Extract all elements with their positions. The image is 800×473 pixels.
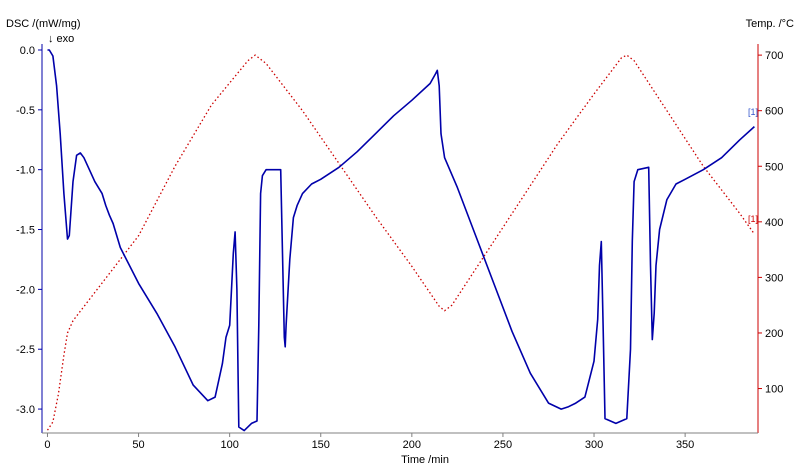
x-tick-label: 300 [585, 439, 603, 451]
left-tick-label: -1.0 [16, 165, 35, 177]
series-temperature-line [46, 54, 755, 431]
x-tick-label: 50 [132, 439, 144, 451]
right-axis-title: Temp. /°C [746, 18, 794, 30]
x-tick-label: 150 [312, 439, 330, 451]
dsc-series-marker: [1] [748, 107, 758, 117]
x-tick-label: 350 [676, 439, 694, 451]
x-axis-title: Time /min [401, 454, 449, 466]
left-axis-ticks: 0.0 -0.5 -1.0 -1.5 -2.0 -2.5 -3.0 [16, 45, 42, 416]
right-tick-label: 200 [765, 328, 783, 340]
exo-label: ↓ exo [48, 33, 74, 45]
x-tick-label: 250 [494, 439, 512, 451]
temperature-series-marker: [1] [748, 214, 758, 224]
x-tick-label: 100 [220, 439, 238, 451]
left-tick-label: -0.5 [16, 105, 35, 117]
left-tick-label: 0.0 [20, 45, 35, 57]
left-tick-label: -2.5 [16, 344, 35, 356]
right-tick-label: 100 [765, 384, 783, 396]
axes [41, 44, 759, 434]
right-axis-ticks: 100 200 300 400 500 600 700 [758, 50, 783, 396]
right-tick-label: 500 [765, 161, 783, 173]
right-tick-label: 300 [765, 272, 783, 284]
x-axis-ticks: 0 50 100 150 200 250 300 350 [44, 433, 694, 451]
right-tick-label: 400 [765, 217, 783, 229]
series-dsc-line [47, 49, 755, 432]
right-tick-label: 600 [765, 106, 783, 118]
right-tick-label: 700 [765, 50, 783, 62]
left-tick-label: -3.0 [16, 404, 35, 416]
x-tick-label: 0 [44, 439, 50, 451]
left-tick-label: -2.0 [16, 284, 35, 296]
x-tick-label: 200 [403, 439, 421, 451]
left-tick-label: -1.5 [16, 225, 35, 237]
left-axis-title: DSC /(mW/mg) [6, 18, 81, 30]
